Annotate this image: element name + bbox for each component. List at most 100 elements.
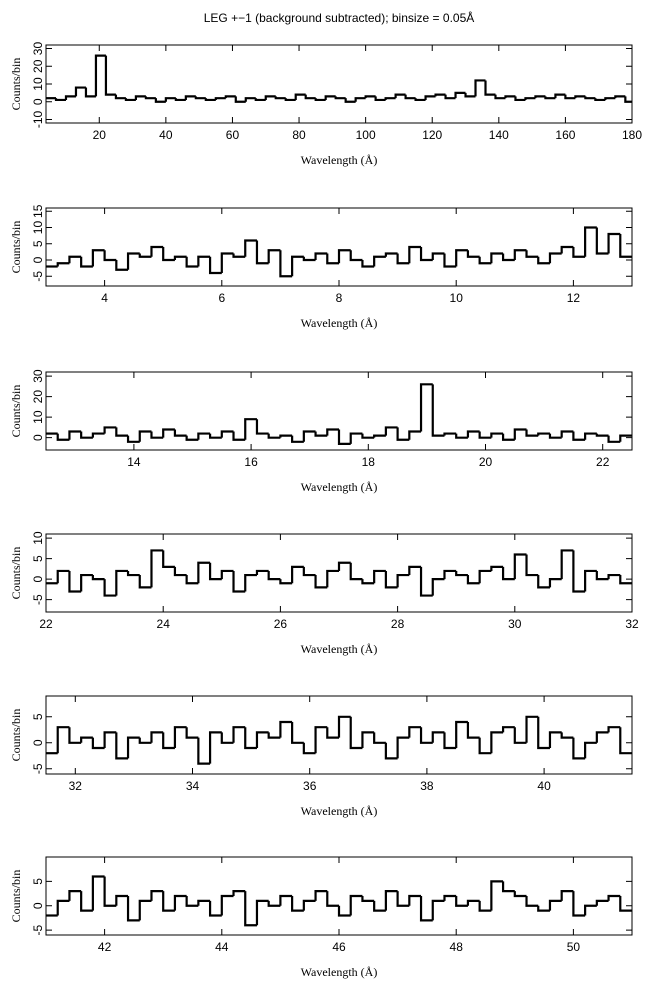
x-tick-label: 32 xyxy=(69,779,83,793)
spectrum-bin xyxy=(255,569,269,576)
spectrum-bin xyxy=(126,435,140,443)
plot-area xyxy=(46,383,632,445)
x-tick-label: 120 xyxy=(422,128,442,142)
spectrum-bin xyxy=(254,98,266,102)
spectrum-bin xyxy=(197,255,211,267)
spectrum-bin xyxy=(279,894,293,906)
spectrum-bin xyxy=(208,562,222,581)
spectrum-bin xyxy=(584,904,597,916)
x-tick-label: 80 xyxy=(292,128,306,142)
x-tick-label: 60 xyxy=(226,128,240,142)
y-tick-label: 0 xyxy=(31,98,45,105)
spectrum-bin xyxy=(424,95,436,100)
y-tick-label: 10 xyxy=(31,77,45,91)
spectrum-bin xyxy=(68,890,82,901)
spectrum-bin xyxy=(443,432,457,436)
spectrum-bin xyxy=(408,245,422,264)
spectrum-bin xyxy=(68,570,82,593)
spectrum-bin xyxy=(548,899,562,911)
spectrum-bin xyxy=(414,98,426,102)
spectrum-bin xyxy=(264,95,276,100)
y-tick-label: 0 xyxy=(31,576,45,583)
x-tick-label: 22 xyxy=(596,455,610,469)
y-tick-label: 20 xyxy=(31,390,45,404)
y-tick-label: -5 xyxy=(31,763,45,774)
spectrum-bin xyxy=(302,566,316,577)
spectrum-bin xyxy=(604,97,616,100)
spectrum-bin xyxy=(444,94,456,100)
spectrum-bin xyxy=(337,715,351,738)
spectrum-bin xyxy=(244,573,257,592)
spectrum-bin xyxy=(548,252,562,264)
spectrum-bin xyxy=(513,249,527,260)
spectrum-bin xyxy=(138,737,152,744)
spectrum-bin xyxy=(232,253,246,258)
spectrum-bin xyxy=(56,899,70,916)
spectrum-bin xyxy=(374,96,386,102)
spectrum-bin xyxy=(537,432,550,436)
y-tick-label: 10 xyxy=(31,410,45,424)
spectrum-bin xyxy=(208,900,222,917)
spectrum-bin xyxy=(584,226,597,257)
spectrum-bin xyxy=(396,891,410,907)
spectrum-bin xyxy=(408,430,422,440)
spectrum-bin xyxy=(138,253,152,258)
plot-frame xyxy=(45,856,633,936)
spectrum-bin xyxy=(384,742,398,760)
spectrum-bin xyxy=(396,427,410,441)
spectrum-bin xyxy=(279,720,293,738)
spectrum-bin xyxy=(214,97,226,100)
spectrum-bin xyxy=(361,579,375,585)
spectrum-bin xyxy=(466,250,480,258)
spectrum-bin xyxy=(314,98,326,102)
spectrum-bin xyxy=(68,727,82,744)
spectrum-bin xyxy=(354,97,366,102)
spectrum-bin xyxy=(326,569,339,588)
spectrum-bin xyxy=(185,727,199,739)
y-tick-label: 30 xyxy=(31,369,45,383)
spectrum-bin xyxy=(525,896,539,907)
spectrum-bin xyxy=(115,894,129,906)
spectrum-bin xyxy=(56,262,70,267)
spectrum-bin xyxy=(337,249,351,264)
spectrum-bin xyxy=(68,255,82,264)
spectrum-bin xyxy=(208,433,222,439)
spectrum-bin xyxy=(184,95,196,100)
spectrum-bin xyxy=(349,894,363,916)
spectrum-bin xyxy=(373,434,386,438)
spectrum-bin xyxy=(232,431,246,441)
plot-area xyxy=(46,54,632,103)
spectrum-bin xyxy=(302,430,316,442)
spectrum-bin xyxy=(274,96,286,100)
spectrum-bin xyxy=(234,96,246,103)
spectrum-bin xyxy=(537,716,550,750)
x-tick-label: 10 xyxy=(450,291,464,305)
spectrum-bin xyxy=(255,899,269,926)
x-tick-label: 26 xyxy=(274,617,288,631)
spectrum-bin xyxy=(255,240,269,265)
spectrum-bin xyxy=(291,896,304,912)
x-tick-label: 16 xyxy=(244,455,258,469)
spectrum-bin xyxy=(302,742,316,755)
spectrum-bin xyxy=(150,431,164,439)
spectrum-bin xyxy=(478,737,492,755)
spectrum-bin xyxy=(337,561,351,571)
spectrum-bin xyxy=(607,726,621,733)
spectrum-bin xyxy=(173,726,187,748)
spectrum-bin xyxy=(466,430,480,438)
spectrum-bin xyxy=(619,896,632,912)
spectrum-bin xyxy=(466,722,480,739)
spectrum-bin xyxy=(373,732,386,744)
spectrum-bin xyxy=(279,579,293,585)
spectrum-bin xyxy=(619,727,632,755)
spectrum-bin xyxy=(162,891,175,912)
spectrum-bin xyxy=(548,731,562,748)
spectrum-bin xyxy=(595,731,609,743)
spectrum-bin xyxy=(126,736,140,759)
plot-frame xyxy=(45,371,633,451)
spectrum-bin xyxy=(220,894,234,916)
spectrum-bin xyxy=(232,726,246,743)
spectrum-bin xyxy=(454,91,466,99)
spectrum-bin xyxy=(84,87,96,98)
